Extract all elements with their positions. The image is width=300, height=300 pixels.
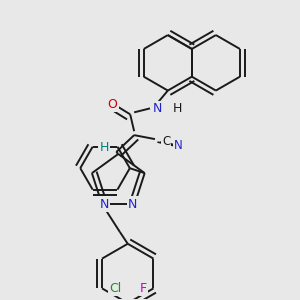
Text: O: O — [107, 98, 117, 111]
Text: Cl: Cl — [109, 282, 121, 295]
Text: N: N — [153, 102, 163, 115]
Text: N: N — [128, 198, 137, 211]
Text: H: H — [100, 140, 109, 154]
Text: C: C — [162, 135, 170, 148]
Text: N: N — [174, 139, 183, 152]
Text: F: F — [140, 282, 147, 295]
Text: H: H — [173, 102, 182, 115]
Text: N: N — [99, 198, 109, 211]
